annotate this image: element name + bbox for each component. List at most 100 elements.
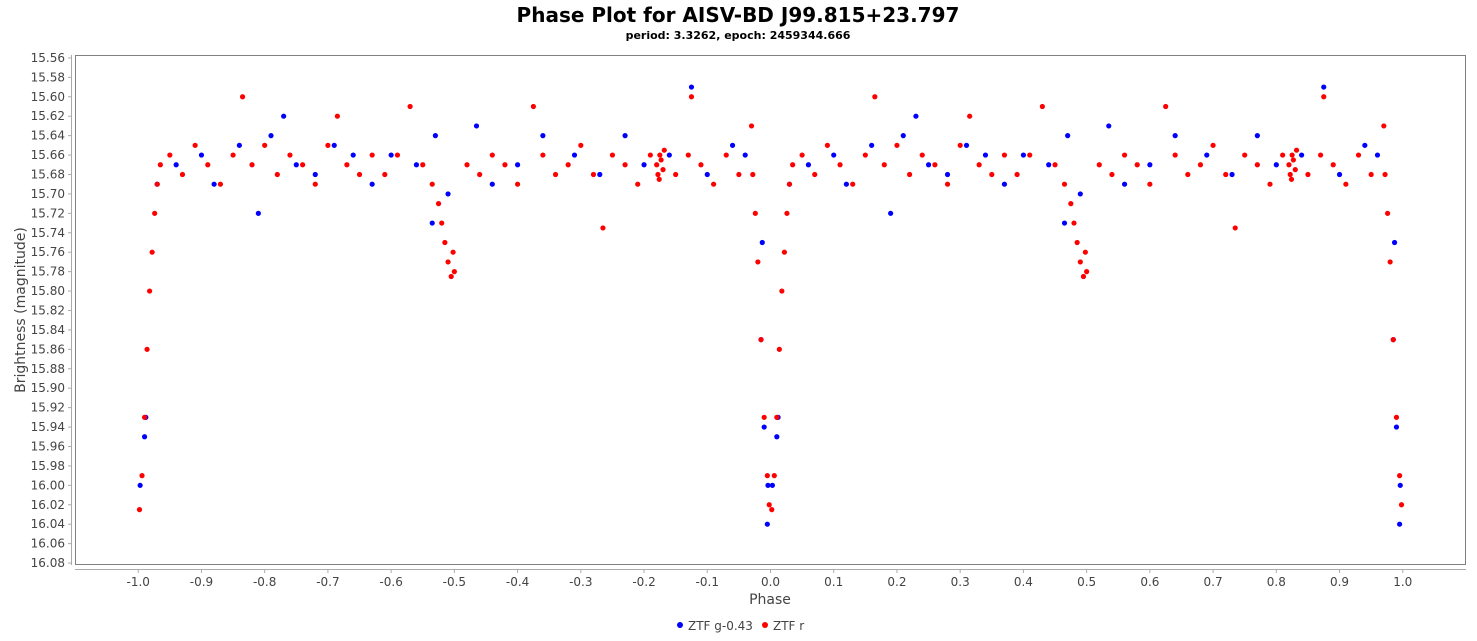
data-point-ztf-r [710, 181, 717, 187]
data-point-ztf-r [967, 113, 973, 119]
x-tick-label: 0.2 [887, 575, 906, 589]
data-point-ztf-r [1382, 171, 1388, 178]
data-point-ztf-r [1061, 181, 1068, 187]
data-point-ztf-g [831, 152, 837, 158]
data-point-ztf-r [300, 162, 306, 168]
y-tick-label: 15.56 [31, 51, 65, 65]
data-point-ztf-g [774, 434, 780, 440]
data-point-ztf-r [514, 181, 521, 187]
data-point-ztf-r [812, 171, 818, 178]
data-point-ztf-r [448, 273, 454, 280]
data-point-ztf-r [1014, 171, 1020, 178]
legend-label-r: ZTF r [773, 619, 804, 633]
data-point-ztf-g [350, 152, 356, 158]
data-point-ztf-r [249, 162, 255, 168]
data-point-ztf-g [293, 162, 299, 168]
data-point-ztf-g [869, 142, 875, 148]
data-point-ztf-r [1121, 152, 1128, 158]
data-point-ztf-r [944, 181, 951, 187]
y-tick-label: 15.62 [31, 109, 65, 123]
data-point-ztf-r [784, 210, 790, 216]
data-point-ztf-r [1288, 176, 1295, 182]
data-point-ztf-r [1254, 162, 1260, 168]
data-point-ztf-r [656, 176, 662, 182]
data-point-ztf-g [1393, 424, 1400, 430]
data-point-ztf-r [1052, 162, 1058, 168]
data-point-ztf-g [255, 210, 261, 216]
data-point-ztf-g [1106, 123, 1112, 129]
x-tick-label: 0.1 [824, 575, 843, 589]
data-point-ztf-r [167, 152, 173, 158]
data-point-ztf-r [1355, 152, 1362, 158]
x-tick-label: 0.9 [1330, 575, 1349, 589]
data-point-ztf-r [654, 162, 660, 168]
x-tick-label: 0.8 [1267, 575, 1286, 589]
data-point-ztf-g [312, 171, 318, 178]
y-tick-label: 15.80 [31, 284, 65, 298]
data-point-ztf-r [394, 152, 401, 158]
x-tick-label: -0.8 [253, 575, 276, 589]
data-point-ztf-r [609, 152, 616, 158]
data-point-ztf-r [758, 337, 764, 343]
data-point-ztf-r [152, 210, 158, 216]
data-point-ztf-r [1343, 181, 1349, 187]
data-point-ztf-r [149, 249, 155, 255]
data-point-ztf-r [661, 147, 667, 153]
data-point-ztf-r [382, 171, 388, 178]
data-point-ztf-g [1273, 162, 1279, 168]
data-point-ztf-r [850, 181, 856, 187]
data-point-ztf-g [597, 171, 603, 178]
data-point-ztf-r [932, 162, 938, 168]
data-point-ztf-r [439, 220, 445, 226]
data-point-ztf-r [723, 152, 729, 158]
data-point-ztf-r [919, 152, 925, 158]
data-point-ztf-r [369, 152, 375, 158]
data-point-ztf-g [1299, 152, 1305, 158]
data-point-ztf-g [843, 181, 849, 187]
data-point-ztf-g [1254, 133, 1260, 139]
y-tick-label: 15.78 [31, 265, 65, 279]
chart-subtitle: period: 3.3262, epoch: 2459344.666 [626, 29, 851, 42]
data-point-ztf-g [900, 133, 906, 139]
x-tick-label: -0.9 [190, 575, 213, 589]
y-tick-label: 15.58 [31, 70, 65, 84]
data-point-ztf-r [657, 152, 663, 158]
data-point-ztf-r [287, 152, 293, 158]
y-tick-label: 15.96 [31, 439, 65, 453]
data-point-ztf-g [913, 113, 919, 119]
data-point-ztf-g [1362, 142, 1368, 148]
y-tick-label: 16.04 [31, 517, 65, 531]
y-tick-label: 15.88 [31, 362, 65, 376]
x-tick-label: 0.5 [1077, 575, 1096, 589]
data-point-ztf-g [688, 84, 695, 90]
data-point-ztf-r [957, 142, 963, 148]
data-point-ztf-r [790, 162, 796, 168]
data-point-ztf-r [552, 171, 559, 178]
data-point-ztf-g [540, 133, 546, 139]
data-point-ztf-r [1001, 152, 1008, 158]
data-point-ztf-r [1317, 152, 1324, 158]
data-point-ztf-r [688, 94, 695, 100]
data-point-ztf-r [540, 152, 546, 158]
x-tick-label: -0.4 [506, 575, 529, 589]
data-point-ztf-g [1204, 152, 1210, 158]
y-tick-label: 15.66 [31, 148, 65, 162]
x-tick-label: -0.5 [443, 575, 466, 589]
data-point-ztf-r [1287, 171, 1293, 178]
data-point-ztf-r [600, 225, 606, 231]
y-tick-label: 15.72 [31, 206, 65, 220]
data-point-ztf-r [872, 94, 878, 100]
data-point-ztf-r [1096, 162, 1102, 168]
data-point-ztf-r [1077, 259, 1083, 265]
data-point-ztf-g [429, 220, 435, 226]
data-point-ztf-r [774, 414, 780, 420]
data-point-ztf-r [157, 162, 163, 168]
data-point-ztf-r [1384, 210, 1391, 216]
data-point-ztf-r [622, 162, 628, 168]
data-point-ztf-r [1286, 162, 1292, 168]
data-point-ztf-r [312, 181, 318, 187]
data-point-ztf-r [824, 142, 831, 148]
data-point-ztf-r [530, 103, 536, 110]
data-point-ztf-r [1330, 162, 1336, 168]
data-point-ztf-g [1374, 152, 1381, 158]
